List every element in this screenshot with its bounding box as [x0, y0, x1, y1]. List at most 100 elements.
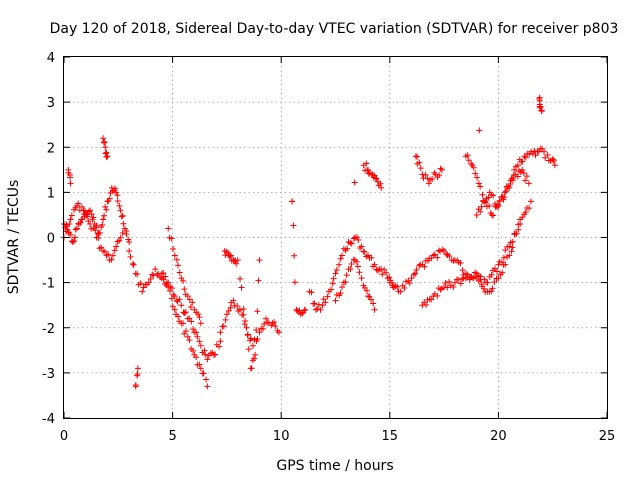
data-point-interp — [519, 158, 526, 165]
data-point — [521, 153, 528, 160]
data-point-interp — [442, 280, 449, 287]
data-point-interp — [489, 285, 496, 292]
data-point — [171, 252, 178, 259]
data-point-interp — [421, 263, 428, 270]
data-point-interp — [168, 295, 175, 302]
data-point-interp — [374, 267, 381, 274]
x-tick-label: 10 — [273, 429, 290, 444]
data-point-interp — [225, 307, 232, 314]
data-point-interp — [450, 283, 457, 290]
data-point-interp — [333, 266, 340, 273]
data-point — [501, 189, 508, 196]
data-point-interp — [437, 165, 444, 172]
data-point-interp — [361, 249, 368, 256]
data-point-interp — [176, 269, 183, 276]
data-point — [184, 293, 191, 300]
data-point — [506, 252, 513, 259]
data-point-interp — [66, 174, 73, 181]
data-point-interp — [354, 234, 361, 241]
data-point-interp — [510, 177, 517, 184]
data-point — [332, 270, 339, 277]
data-point — [67, 180, 74, 187]
data-point-interp — [291, 252, 298, 259]
data-point-interp — [335, 261, 342, 268]
data-point — [113, 189, 120, 196]
data-point-interp — [414, 153, 421, 160]
data-point — [217, 338, 224, 345]
data-point-interp — [71, 238, 78, 245]
data-point-interp — [494, 201, 501, 208]
data-point-interp — [423, 301, 430, 308]
y-tick-label: 2 — [47, 141, 55, 156]
data-point-interp — [479, 191, 486, 198]
data-point-interp — [247, 335, 254, 342]
data-point-interp — [502, 261, 509, 268]
data-point — [102, 144, 109, 151]
data-point-interp — [447, 282, 454, 289]
data-point-interp — [120, 220, 127, 227]
data-point-interp — [90, 214, 97, 221]
data-point — [462, 275, 469, 282]
data-point-interp — [513, 230, 520, 237]
axis-ticks: 0 5 10 15 20 25 -4 -3 -2 -1 0 1 2 3 4 — [42, 51, 615, 444]
data-point-interp — [259, 325, 266, 332]
data-point-interp — [417, 165, 424, 172]
data-point-interp — [207, 350, 214, 357]
data-point-interp — [103, 206, 110, 213]
data-point-interp — [490, 212, 497, 219]
data-point — [204, 383, 211, 390]
data-point — [204, 356, 211, 363]
data-point-interp — [523, 173, 530, 180]
data-point-interp — [251, 355, 258, 362]
data-point-interp — [526, 205, 533, 212]
data-point-interp — [481, 276, 488, 283]
data-point-interp — [354, 263, 361, 270]
data-point — [171, 306, 178, 313]
data-point-interp — [416, 262, 423, 269]
data-point-interp — [322, 299, 329, 306]
data-point-interp — [261, 321, 268, 328]
y-tick-label: -2 — [42, 322, 55, 337]
x-tick-label: 25 — [599, 429, 616, 444]
data-point-interp — [212, 351, 219, 358]
data-point — [378, 184, 385, 191]
data-point-interp — [429, 175, 436, 182]
data-point — [506, 184, 513, 191]
data-point-interp — [109, 252, 116, 259]
data-point-interp — [317, 306, 324, 313]
data-point-interp — [203, 376, 210, 383]
data-point-interp — [67, 231, 74, 238]
data-point — [475, 180, 482, 187]
data-point — [152, 266, 159, 273]
data-point-interp — [66, 221, 73, 228]
data-point-interp — [347, 266, 354, 273]
data-point — [178, 302, 185, 309]
data-point-interp — [522, 154, 529, 161]
data-point-interp — [315, 301, 322, 308]
data-point-interp — [491, 265, 498, 272]
data-point-interp — [170, 246, 177, 253]
data-point-interp — [196, 361, 203, 368]
data-point-interp — [99, 221, 106, 228]
data-point — [184, 333, 191, 340]
data-point-interp — [428, 296, 435, 303]
data-point-interp — [103, 154, 110, 161]
data-point-interp — [308, 289, 315, 296]
data-point-interp — [93, 222, 100, 229]
data-point — [339, 252, 346, 259]
data-point — [358, 275, 365, 282]
data-point-interp — [499, 269, 506, 276]
data-point-interp — [248, 365, 255, 372]
data-point-interp — [377, 180, 384, 187]
data-point — [100, 135, 107, 142]
data-point — [165, 279, 172, 286]
data-point-interp — [193, 329, 200, 336]
data-point-interp — [85, 208, 92, 215]
data-point-interp — [522, 177, 529, 184]
data-point-interp — [474, 174, 481, 181]
data-point-interp — [130, 261, 137, 268]
data-point-interp — [240, 311, 247, 318]
data-point-interp — [125, 236, 132, 243]
data-point-interp — [357, 245, 364, 251]
data-point-interp — [129, 260, 136, 267]
